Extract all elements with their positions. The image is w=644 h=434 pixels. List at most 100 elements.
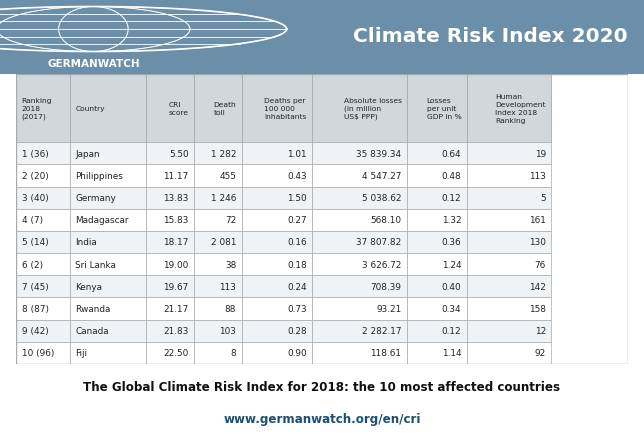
Bar [242,165,312,187]
Text: Kenya: Kenya [75,282,102,291]
Bar [16,320,70,342]
Bar [242,231,312,253]
Text: 0.36: 0.36 [442,238,462,247]
Text: Sri Lanka: Sri Lanka [75,260,117,269]
Bar [146,276,194,298]
Bar [242,298,312,320]
Text: 19: 19 [535,149,546,158]
Bar [407,209,467,231]
Text: 113: 113 [220,282,236,291]
Text: 38: 38 [225,260,236,269]
Bar [312,320,407,342]
Bar [70,298,146,320]
Text: 1 246: 1 246 [211,194,236,203]
Bar [194,231,242,253]
Bar [16,298,70,320]
Text: 161: 161 [529,216,546,225]
Bar [146,298,194,320]
Text: Deaths per
100 000
inhabitants: Deaths per 100 000 inhabitants [264,98,307,119]
Bar [407,276,467,298]
Text: 113: 113 [529,171,546,181]
Bar [70,320,146,342]
Text: 130: 130 [529,238,546,247]
Bar [312,165,407,187]
Bar [312,187,407,209]
Text: 0.28: 0.28 [287,326,307,335]
Bar [16,342,70,364]
Bar [146,231,194,253]
Text: 88: 88 [225,304,236,313]
Text: India: India [75,238,97,247]
Text: Climate Risk Index 2020: Climate Risk Index 2020 [354,26,628,46]
Bar [467,320,551,342]
Text: 0.43: 0.43 [287,171,307,181]
Bar [312,143,407,165]
Text: Absolute losses
(in million
US$ PPP): Absolute losses (in million US$ PPP) [343,98,402,120]
Bar [194,143,242,165]
Text: 10 (96): 10 (96) [22,349,54,358]
Text: 13.83: 13.83 [163,194,189,203]
Bar [146,253,194,276]
Bar [467,342,551,364]
Bar [146,320,194,342]
Bar [194,75,242,143]
Text: 21.83: 21.83 [163,326,189,335]
Text: 0.48: 0.48 [442,171,462,181]
Text: 18.17: 18.17 [163,238,189,247]
Bar [467,231,551,253]
Bar [407,187,467,209]
Text: 0.12: 0.12 [442,194,462,203]
Text: Japan: Japan [75,149,100,158]
Bar [242,143,312,165]
Bar [194,253,242,276]
Text: 4 547.27: 4 547.27 [362,171,402,181]
Bar [194,320,242,342]
Text: CRI
score: CRI score [169,102,189,116]
Text: 0.34: 0.34 [442,304,462,313]
Text: 15.83: 15.83 [163,216,189,225]
Text: 1.50: 1.50 [287,194,307,203]
Bar [242,209,312,231]
Text: Madagascar: Madagascar [75,216,129,225]
Text: 11.17: 11.17 [164,171,189,181]
Bar [407,165,467,187]
Text: 2 081: 2 081 [211,238,236,247]
Bar [407,298,467,320]
Text: 2 282.17: 2 282.17 [362,326,402,335]
Text: 1.01: 1.01 [287,149,307,158]
Bar [70,165,146,187]
Bar [312,253,407,276]
Bar [312,209,407,231]
Text: 19.00: 19.00 [164,260,189,269]
Bar [467,253,551,276]
Text: 0.16: 0.16 [287,238,307,247]
Text: 93.21: 93.21 [376,304,402,313]
Bar [467,187,551,209]
Text: 568.10: 568.10 [370,216,402,225]
Bar [312,342,407,364]
Bar [194,187,242,209]
Bar [312,298,407,320]
Bar [312,276,407,298]
Text: 76: 76 [535,260,546,269]
Text: Losses
per unit
GDP in %: Losses per unit GDP in % [427,98,462,119]
Text: Germany: Germany [75,194,116,203]
Text: Philippines: Philippines [75,171,123,181]
Bar [16,231,70,253]
Text: 708.39: 708.39 [370,282,402,291]
Bar [242,276,312,298]
Text: 0.40: 0.40 [442,282,462,291]
Text: 7 (45): 7 (45) [22,282,48,291]
Text: 5 038.62: 5 038.62 [362,194,402,203]
Text: 158: 158 [529,304,546,313]
Bar [70,75,146,143]
Bar [194,209,242,231]
Bar [467,75,551,143]
Text: 1.14: 1.14 [442,349,462,358]
Text: Death
toll: Death toll [214,102,236,116]
Text: 142: 142 [529,282,546,291]
Text: 21.17: 21.17 [164,304,189,313]
Text: 103: 103 [220,326,236,335]
Bar [70,253,146,276]
Bar [467,298,551,320]
